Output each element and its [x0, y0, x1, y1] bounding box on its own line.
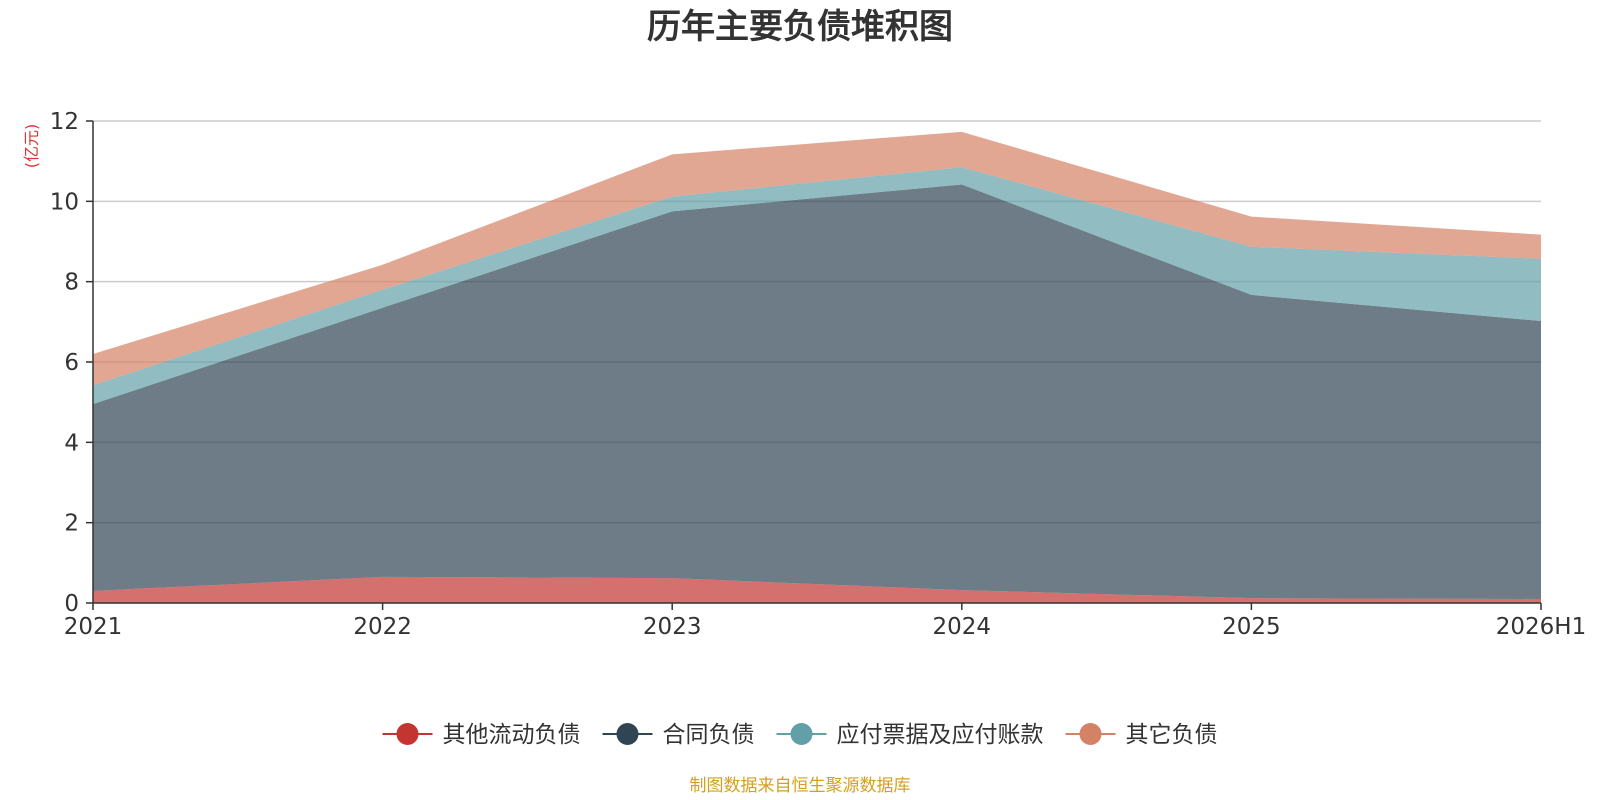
y-tick-label-0: 0	[64, 591, 79, 617]
legend-item-4: 其它负债	[1065, 722, 1218, 748]
legend-marker-3	[790, 723, 813, 745]
x-tick-label-2026H1: 2026H1	[1496, 614, 1586, 640]
legend-marker-2	[616, 723, 639, 745]
chart-title: 历年主要负债堆积图	[647, 7, 953, 47]
y-axis-unit-label: (亿元)	[22, 124, 41, 169]
x-tick-label-2021: 2021	[64, 614, 123, 640]
area-series	[93, 131, 1541, 603]
y-tick-label-12: 12	[50, 109, 79, 135]
legend-marker-4	[1079, 723, 1102, 745]
legend: 其他流动负债 合同负债 应付票据及应付账款 其它负债	[382, 722, 1218, 748]
legend-item-2: 合同负债	[602, 722, 755, 748]
y-tick-label-6: 6	[64, 350, 79, 376]
data-source-note: 制图数据来自恒生聚源数据库	[690, 776, 911, 796]
y-tick-label-4: 4	[64, 430, 79, 456]
legend-item-1: 其他流动负债	[382, 722, 581, 748]
x-tick-label-2024: 2024	[933, 614, 992, 640]
y-tick-label-10: 10	[50, 189, 79, 215]
area-series-1	[93, 576, 1541, 603]
legend-marker-1	[396, 723, 419, 745]
legend-label-4: 其它负债	[1126, 722, 1218, 748]
y-tick-label-2: 2	[64, 511, 79, 537]
x-tick-label-2022: 2022	[353, 614, 412, 640]
legend-label-3: 应付票据及应付账款	[837, 722, 1044, 748]
x-tick-label-2025: 2025	[1222, 614, 1281, 640]
x-tick-label-2023: 2023	[643, 614, 702, 640]
area-series-2	[93, 184, 1541, 599]
legend-item-3: 应付票据及应付账款	[776, 722, 1044, 748]
legend-label-1: 其他流动负债	[443, 722, 581, 748]
legend-label-2: 合同负债	[663, 722, 755, 748]
axes: 0 2 4 6 8 10 12 2021 2022 2023 2024 2025 2026H1	[50, 109, 1587, 640]
area-series-3	[93, 167, 1541, 405]
y-tick-label-8: 8	[64, 270, 79, 296]
